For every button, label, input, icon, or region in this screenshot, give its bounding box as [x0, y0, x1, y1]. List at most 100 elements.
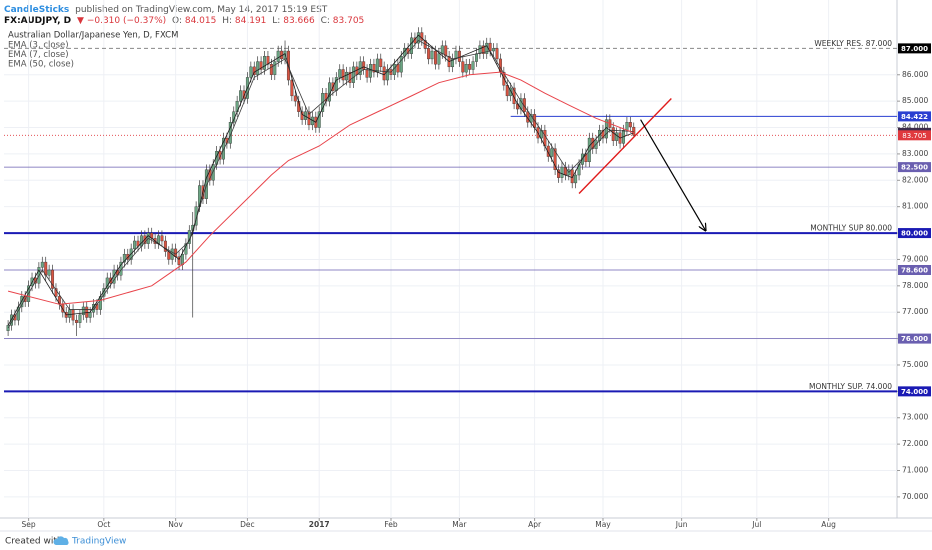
price-box-label: 87.000 [901, 45, 928, 53]
candle-body [160, 235, 164, 242]
y-tick-label: 82.000 [902, 175, 928, 184]
candle-body [553, 148, 557, 170]
candle-body [20, 296, 24, 308]
x-tick-label: Nov [168, 520, 183, 529]
header-line-2: FX:AUDJPY, D ▼ −0.310 (−0.37%) O: 84.015… [4, 16, 364, 26]
x-tick-label: Jun [675, 520, 688, 529]
candle-body [252, 66, 256, 75]
candle-body [492, 48, 496, 52]
candle-body [457, 50, 461, 62]
legend-entry: EMA (50, close) [8, 60, 74, 70]
x-tick-label: Oct [97, 520, 110, 529]
tradingview-logo[interactable]: TradingView [53, 536, 126, 547]
candle-body [437, 53, 441, 65]
y-tick-label: 86.000 [902, 70, 928, 79]
candle-body [372, 64, 376, 73]
candle-body [68, 309, 72, 318]
legend-entry: EMA (3, close) [8, 41, 69, 51]
price-box [898, 43, 931, 54]
candle-body [222, 137, 225, 160]
legend-entry: EMA (7, close) [8, 50, 69, 60]
legend-title: Australian Dollar/Japanese Yen, D, FXCM [8, 31, 178, 41]
candle-body [75, 319, 78, 323]
candle-body [71, 309, 75, 321]
x-tick-label: May [595, 520, 611, 529]
ohlc-value: 84.191 [235, 16, 267, 26]
y-tick-label: 71.000 [902, 466, 928, 475]
x-tick-label: Apr [528, 520, 542, 529]
candle-body [81, 306, 85, 316]
candle-body [242, 90, 246, 99]
candle-body [163, 240, 167, 252]
candle-body [509, 87, 513, 97]
candle-body [13, 314, 17, 321]
y-tick-label: 73.000 [902, 413, 928, 422]
candle-body [263, 56, 266, 70]
candle-body [341, 69, 345, 81]
candle-body [51, 269, 55, 289]
candle-body [416, 32, 420, 44]
candle-body [560, 166, 564, 178]
ohlc-label: L: [272, 16, 280, 26]
candle-body [259, 61, 263, 70]
level-annotation: MONTHLY SUP 80.000 [810, 224, 892, 233]
change: ▼ −0.310 (−0.37%) [77, 16, 166, 26]
candle-body [475, 53, 478, 62]
trend-line [578, 98, 672, 194]
chart: 70.000 71.000 72.000 73.000 74.000 75.000 76.0… [0, 0, 932, 529]
header-line-1: CandleSticks published on TradingView.co… [4, 5, 328, 15]
candle-body [601, 129, 605, 139]
candle-body [468, 64, 472, 70]
candle-body [218, 151, 222, 160]
candle-body [273, 61, 277, 75]
y-tick-label: 85.000 [902, 96, 928, 105]
candle-body [317, 111, 321, 128]
candle-body [557, 169, 561, 178]
candle-body [348, 71, 352, 83]
candle-body [369, 64, 372, 78]
candle-body [625, 122, 629, 131]
author[interactable]: CandleSticks [4, 5, 69, 15]
price-box [898, 111, 931, 122]
x-tick-label: Aug [821, 520, 836, 529]
x-tick-label: Jul [751, 520, 761, 529]
y-tick-label: 81.000 [902, 202, 928, 211]
candle-body [180, 253, 184, 265]
price-box-label: 76.000 [901, 335, 928, 343]
candle-body [570, 169, 574, 184]
candle-body [211, 164, 215, 181]
arrow [640, 119, 706, 231]
candle-body [88, 312, 92, 318]
ohlc-label: C: [321, 16, 330, 26]
ema-line [7, 39, 634, 329]
ema-line [7, 34, 634, 326]
candle-body [433, 50, 437, 65]
price-box-label: 80.000 [901, 230, 928, 238]
candle-body [249, 66, 253, 78]
candle-body [546, 145, 550, 157]
price-box [898, 162, 931, 173]
price-box-label: 83.705 [902, 132, 927, 140]
candle-body [574, 174, 578, 184]
x-tick-label: Sep [22, 520, 36, 529]
candle-body [338, 69, 342, 78]
x-tick-label: 2017 [309, 520, 330, 529]
candle-body [362, 61, 366, 70]
published: published on TradingView.com, May 14, 20… [75, 5, 328, 15]
footer-brand[interactable]: TradingView [71, 537, 126, 547]
candle-body [584, 153, 588, 163]
price-box [898, 386, 931, 397]
candle-body [40, 261, 44, 268]
candle-body [427, 48, 431, 60]
y-tick-label: 78.000 [902, 281, 928, 290]
candle-body [300, 111, 304, 120]
ohlc-value: 83.666 [283, 16, 315, 26]
candle-body [399, 56, 403, 73]
price-box [898, 265, 931, 275]
logo-cloud [53, 536, 69, 545]
candle-body [430, 50, 434, 60]
candle-body [276, 50, 280, 62]
candle-body [239, 90, 243, 102]
ohlc-value: 83.705 [333, 16, 365, 26]
